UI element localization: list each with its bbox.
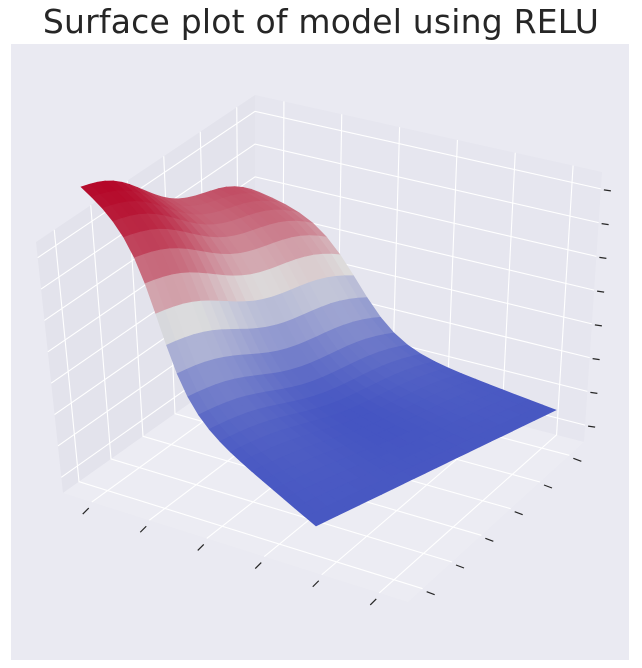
z-tick [599, 256, 607, 259]
x-tick [139, 525, 147, 533]
x-tick [369, 598, 377, 606]
y-tick [426, 591, 435, 596]
x-tick [197, 543, 205, 551]
y-tick [543, 484, 553, 489]
chart-title: Surface plot of model using RELU [42, 2, 600, 41]
y-gridline [126, 180, 482, 536]
x-tick [312, 580, 320, 588]
y-gridline [90, 205, 453, 563]
y-tick [485, 537, 494, 542]
z-tick [603, 189, 611, 192]
z-tick [588, 425, 596, 428]
z-tick [592, 358, 600, 361]
surface-plot [36, 95, 611, 606]
tick-marks [82, 189, 611, 606]
y-tick [573, 457, 582, 462]
y-tick [455, 564, 465, 569]
z-gridline [40, 143, 599, 290]
y-tick [514, 511, 523, 516]
z-tick [597, 290, 605, 293]
z-gridline [44, 176, 597, 321]
z-tick [601, 223, 609, 226]
x-tick [254, 562, 262, 570]
x-gridline [378, 165, 574, 594]
y-gridline [53, 229, 423, 590]
plot-area [11, 44, 629, 660]
z-tick [590, 391, 598, 394]
z-tick [594, 324, 602, 327]
surface-mesh [80, 180, 557, 527]
x-tick [82, 507, 90, 515]
surface-facet [304, 511, 328, 527]
